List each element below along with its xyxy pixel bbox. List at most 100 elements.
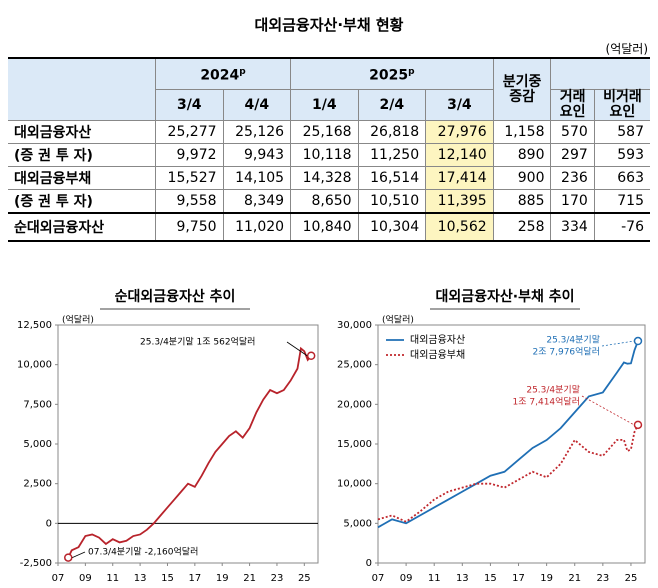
year-header: 2024p [154, 57, 292, 90]
cell: 15,527 [155, 166, 224, 190]
factor-header: 비거래 요인 [593, 89, 650, 121]
cell: 25,277 [155, 120, 224, 144]
cell: 8,349 [222, 189, 292, 214]
cell: 570 [550, 120, 595, 144]
row-label: (증 권 투 자) [8, 189, 156, 214]
x-tick-label: 25 [298, 573, 311, 584]
x-tick-label: 23 [271, 573, 284, 584]
quarter-header: 3/4 [425, 89, 494, 121]
cell: 14,105 [222, 166, 292, 190]
quarter-header: 1/4 [290, 89, 359, 121]
x-tick-label: 15 [484, 573, 497, 584]
factor-header: 거래 요인 [550, 89, 595, 121]
data-row: (증 권 투 자) 9,972 9,943 10,118 11,250 12,140 890… [8, 143, 650, 167]
chart-title: 순대외금융자산 추이 [115, 288, 236, 305]
x-tick-label: 13 [134, 573, 147, 584]
annotation-arrow [581, 395, 635, 426]
y-tick-label: 12,500 [17, 320, 52, 331]
year-text: 2025 [369, 67, 409, 84]
y-tick-label: 10,000 [337, 479, 372, 490]
data-row: 대외금융부채 15,527 14,105 14,328 16,514 17,414 900 2… [8, 166, 650, 190]
year-header: 2025p [290, 57, 494, 90]
y-tick-label: 25,000 [337, 360, 372, 371]
cell: 593 [593, 143, 650, 167]
x-tick-label: 21 [243, 573, 256, 584]
cell: 10,304 [357, 212, 427, 242]
end-point [306, 351, 316, 360]
x-tick-label: 25 [625, 573, 638, 584]
cell: 10,510 [357, 189, 427, 214]
cell: 9,943 [222, 143, 292, 167]
x-tick-label: 09 [79, 573, 92, 584]
y-tick-label: 30,000 [337, 320, 372, 331]
cell: -76 [593, 212, 650, 242]
cell: 1,158 [492, 120, 552, 144]
cell: 11,250 [357, 143, 427, 167]
annotation-arrow [72, 551, 86, 558]
annotation-arrow [601, 340, 635, 347]
unit-label: (억달러) [605, 42, 648, 56]
cell: 8,650 [290, 189, 359, 214]
x-tick-label: 11 [428, 573, 441, 584]
cell: 16,514 [357, 166, 427, 190]
cell: 900 [492, 166, 552, 190]
cell: 12,140 [425, 143, 494, 167]
cell: 334 [550, 212, 595, 242]
data-row: 대외금융자산 25,277 25,126 25,168 26,818 27,976 1,15… [8, 120, 650, 144]
annotation-arrow [286, 341, 308, 357]
x-tick-label: 07 [52, 573, 65, 584]
cell: 25,126 [222, 120, 292, 144]
cell: 11,020 [222, 212, 292, 242]
cell: 9,750 [155, 212, 224, 242]
cell: 587 [593, 120, 650, 144]
year-sup: p [239, 66, 246, 77]
end-point [633, 336, 643, 346]
series-line [377, 340, 639, 529]
cell: 27,976 [425, 120, 494, 144]
row-label: 대외금융부채 [8, 166, 156, 190]
cell: 236 [550, 166, 595, 190]
x-tick-label: 11 [106, 573, 119, 584]
cell: 25,168 [290, 120, 359, 144]
change-header: 분기중 증감 [492, 57, 552, 121]
header-cell [8, 57, 156, 121]
cell: 890 [492, 143, 552, 167]
data-row: (증 권 투 자) 9,558 8,349 8,650 10,510 11,395 885 1… [8, 189, 650, 214]
cell: 9,972 [155, 143, 224, 167]
charts: 순대외금융자산 추이 (억달러) -2,500 0 2,500 5,000 7,500 10,… [17, 288, 646, 584]
y-tick-label: 15,000 [337, 439, 372, 450]
row-label: 대외금융자산 [8, 120, 156, 144]
annotation: 25.3/4분기말 1조 562억달러 [140, 336, 255, 348]
cell: 715 [593, 189, 650, 214]
legend-label: 대외금융자산 [410, 334, 465, 346]
cell: 885 [492, 189, 552, 214]
x-tick-label: 07 [372, 573, 385, 584]
header-row: 2024p 2025p 분기중 증감 [8, 57, 650, 121]
series-line [67, 346, 312, 558]
row-label: 순대외금융자산 [8, 212, 156, 242]
cell: 10,118 [290, 143, 359, 167]
annotation: 25.3/4분기말 [546, 334, 600, 346]
unit-label: (억달러) [62, 314, 94, 326]
x-tick-label: 09 [400, 573, 413, 584]
factor-group [550, 57, 650, 90]
cell: 297 [550, 143, 595, 167]
x-tick-label: 19 [216, 573, 229, 584]
y-tick-label: 5,000 [343, 518, 372, 529]
cell: 663 [593, 166, 650, 190]
year-sup: p [408, 66, 415, 77]
header-row: 3/4 4/4 1/4 2/4 3/4 거래 요인 비거래 요인 [8, 89, 650, 121]
x-tick-label: 17 [188, 573, 201, 584]
x-tick-label: 19 [540, 573, 553, 584]
x-tick-label: 17 [512, 573, 525, 584]
cell: 170 [550, 189, 595, 214]
y-tick-label: 10,000 [17, 360, 52, 371]
quarter-header: 3/4 [155, 89, 224, 121]
cell: 14,328 [290, 166, 359, 190]
y-tick-label: 0 [366, 558, 372, 569]
year-text: 2024 [200, 67, 240, 84]
data-table: 2024p 2025p 분기중 증감 3/4 4/4 1/4 2/4 3/4 거래 요인 비거래 … [8, 57, 650, 242]
annotation: 25.3/4분기말 [526, 384, 580, 396]
cell: 9,558 [155, 189, 224, 214]
